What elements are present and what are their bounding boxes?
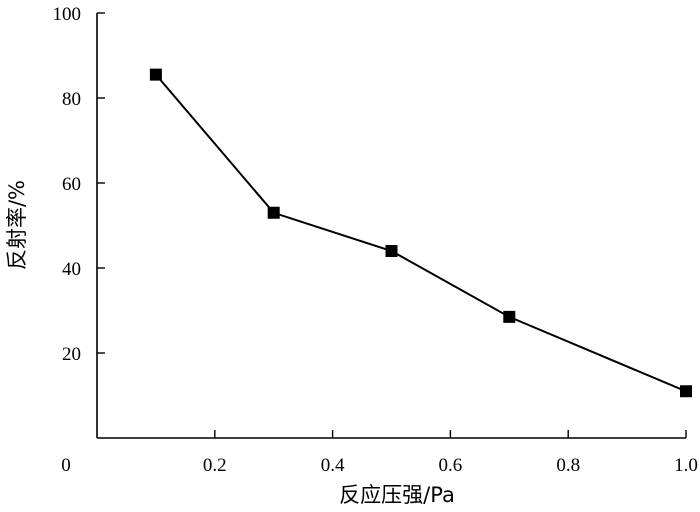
x-tick-label: 0: [61, 455, 71, 476]
x-axis-title: 反应压强/Pa: [339, 483, 455, 507]
axes: [96, 13, 686, 439]
x-tick-label: 0.2: [203, 455, 227, 476]
data-point-marker: [503, 310, 516, 323]
x-tick-label: 0.4: [321, 455, 345, 476]
y-tick-label: 80: [62, 89, 81, 110]
x-tick-label: 1.0: [674, 455, 698, 476]
data-point-marker: [267, 206, 280, 219]
data-point-marker: [680, 385, 692, 398]
y-tick-label: 100: [53, 4, 82, 25]
y-axis-title: 反射率/%: [5, 180, 29, 270]
data-point-marker: [385, 245, 398, 257]
x-tick-label: 0.6: [439, 455, 463, 476]
y-tick-label: 40: [62, 259, 81, 280]
x-tick-label: 0.8: [556, 455, 580, 476]
x-tick-group: 0 0.2 0.4 0.6 0.8 1.0: [61, 430, 698, 476]
y-tick-label: 20: [62, 344, 81, 365]
data-point-marker: [149, 68, 162, 81]
series-group: [149, 68, 692, 398]
series-line: [155, 73, 687, 393]
y-tick-group: 20 40 60 80 100: [53, 4, 105, 365]
y-tick-label: 60: [62, 174, 81, 195]
